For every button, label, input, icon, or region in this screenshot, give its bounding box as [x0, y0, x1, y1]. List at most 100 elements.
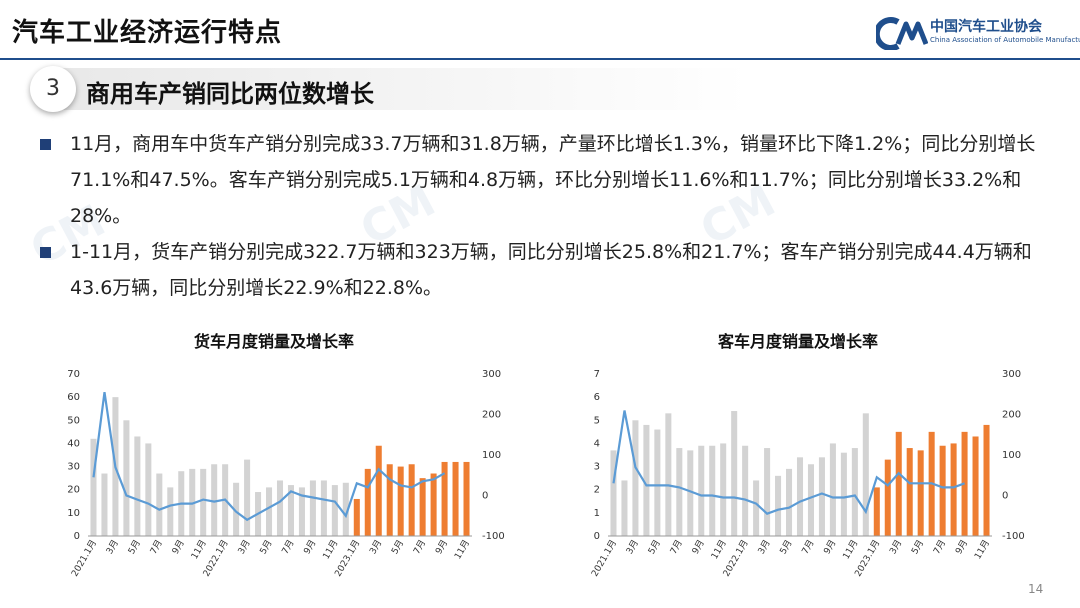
- y-left-tick-label: 6: [594, 392, 600, 403]
- x-tick-label: 11月: [189, 538, 209, 561]
- bar-2021-2022: [775, 475, 782, 536]
- bar-2021-2022: [676, 448, 683, 536]
- x-tick-label: 3月: [367, 538, 384, 556]
- y-left-tick-label: 7: [594, 369, 600, 380]
- y-right-tick-label: 300: [1002, 369, 1021, 380]
- bar-2021-2022: [200, 468, 207, 536]
- y-right-tick-label: 0: [1002, 491, 1008, 502]
- bar-2021-2022: [862, 413, 869, 536]
- bar-2023: [441, 461, 448, 536]
- x-tick-label: 9月: [433, 538, 450, 556]
- y-left-tick-label: 20: [67, 485, 80, 496]
- x-tick-label: 7月: [280, 538, 297, 556]
- bar-2021-2022: [807, 464, 814, 536]
- bar-2021-2022: [167, 487, 174, 536]
- x-tick-label: 11月: [321, 538, 341, 561]
- bar-2023: [895, 431, 902, 536]
- x-tick-label: 3月: [236, 538, 253, 556]
- x-tick-label: 7月: [800, 538, 817, 556]
- x-tick-label: 5月: [909, 538, 926, 556]
- y-left-tick-label: 3: [594, 462, 600, 473]
- y-left-tick-label: 10: [67, 508, 80, 519]
- bullet-item: 1-11月，货车产销分别完成322.7万辆和323万辆，同比分别增长25.8%和…: [40, 234, 1060, 306]
- bar-2021-2022: [796, 457, 804, 536]
- bar-2021-2022: [753, 480, 760, 536]
- header-divider: [0, 58, 1080, 60]
- bar-2021-2022: [698, 445, 705, 536]
- bar-2023: [375, 445, 382, 536]
- bar-2021-2022: [298, 487, 305, 536]
- bar-2021-2022: [320, 480, 327, 536]
- x-tick-label: 3月: [756, 538, 773, 556]
- bar-2021-2022: [342, 482, 349, 536]
- bar-2023: [972, 436, 979, 536]
- bar-2023: [884, 459, 891, 536]
- bar-2021-2022: [287, 485, 294, 536]
- x-tick-label: 7月: [148, 538, 165, 556]
- growth-rate-line: [92, 392, 446, 522]
- y-left-tick-label: 30: [67, 462, 80, 473]
- bullet-list: 11月，商用车中货车产销分别完成33.7万辆和31.8万辆，产量环比增长1.3%…: [40, 126, 1060, 306]
- x-tick-label: 9月: [170, 538, 187, 556]
- x-tick-label: 5月: [646, 538, 663, 556]
- bar-2021-2022: [123, 420, 130, 536]
- bar-2023: [408, 464, 415, 536]
- chart-title-bus: 客车月度销量及增长率: [718, 332, 879, 351]
- bar-2023: [983, 424, 990, 536]
- y-right-tick-label: 300: [482, 369, 501, 380]
- x-tick-label: 9月: [690, 538, 707, 556]
- page-number: 14: [1028, 582, 1044, 596]
- bar-2023: [419, 478, 426, 536]
- bar-2021-2022: [829, 443, 836, 536]
- bar-2023: [430, 473, 437, 536]
- x-tick-label: 7月: [411, 538, 428, 556]
- y-right-tick-label: -100: [1002, 531, 1025, 542]
- y-right-tick-label: -100: [482, 531, 505, 542]
- truck-chart: 0 10 20 30 40 50 60 70 -100 0 100 200 300 2021.1月 3月 5月…: [67, 369, 505, 579]
- y-left-tick-label: 0: [74, 531, 80, 542]
- cm-logo-icon: [876, 17, 928, 50]
- bar-2023: [452, 461, 459, 536]
- bar-2021-2022: [720, 443, 727, 536]
- section-number: 3: [30, 66, 76, 112]
- bar-2021-2022: [266, 487, 273, 536]
- x-tick-label: 3月: [624, 538, 641, 556]
- growth-rate-line: [612, 410, 965, 515]
- bar-2023: [386, 464, 393, 536]
- bar-2021-2022: [90, 438, 97, 536]
- x-tick-label: 3月: [104, 538, 121, 556]
- bar-2021-2022: [643, 424, 650, 536]
- bar-2021-2022: [233, 482, 240, 536]
- bar-2021-2022: [276, 480, 284, 536]
- x-tick-label: 5月: [126, 538, 143, 556]
- bar-2023: [917, 450, 924, 536]
- bar-2021-2022: [709, 445, 716, 536]
- bar-2021-2022: [731, 411, 738, 536]
- x-tick-label: 3月: [887, 538, 904, 556]
- bar-2021-2022: [818, 457, 825, 536]
- x-tick-label: 9月: [302, 538, 319, 556]
- x-tick-label: 5月: [778, 538, 795, 556]
- logo-en: China Association of Automobile Manufact…: [930, 36, 1080, 44]
- bar-2023: [353, 498, 360, 536]
- bar-2021-2022: [145, 443, 152, 536]
- bar-2021-2022: [786, 468, 793, 536]
- bar-2021-2022: [331, 485, 338, 536]
- logo: 中国汽车工业协会 China Association of Automobile…: [876, 14, 1080, 54]
- x-tick-label: 2021.1月: [589, 538, 619, 579]
- y-right-tick-label: 200: [482, 410, 501, 421]
- bullet-square-icon: [40, 139, 51, 150]
- x-tick-label: 9月: [953, 538, 970, 556]
- header: 汽车工业经济运行特点 中国汽车工业协会 China Association of…: [0, 0, 1080, 58]
- bar-2023: [939, 445, 946, 536]
- y-right-tick-label: 100: [482, 450, 501, 461]
- bar-2021-2022: [134, 436, 141, 536]
- logo-cn: 中国汽车工业协会: [930, 19, 1042, 35]
- x-tick-label: 2021.1月: [69, 538, 99, 579]
- bar-2023: [463, 461, 470, 536]
- bar-2021-2022: [764, 448, 771, 536]
- bar-2021-2022: [687, 450, 694, 536]
- x-tick-label: 5月: [389, 538, 406, 556]
- x-tick-label: 5月: [258, 538, 275, 556]
